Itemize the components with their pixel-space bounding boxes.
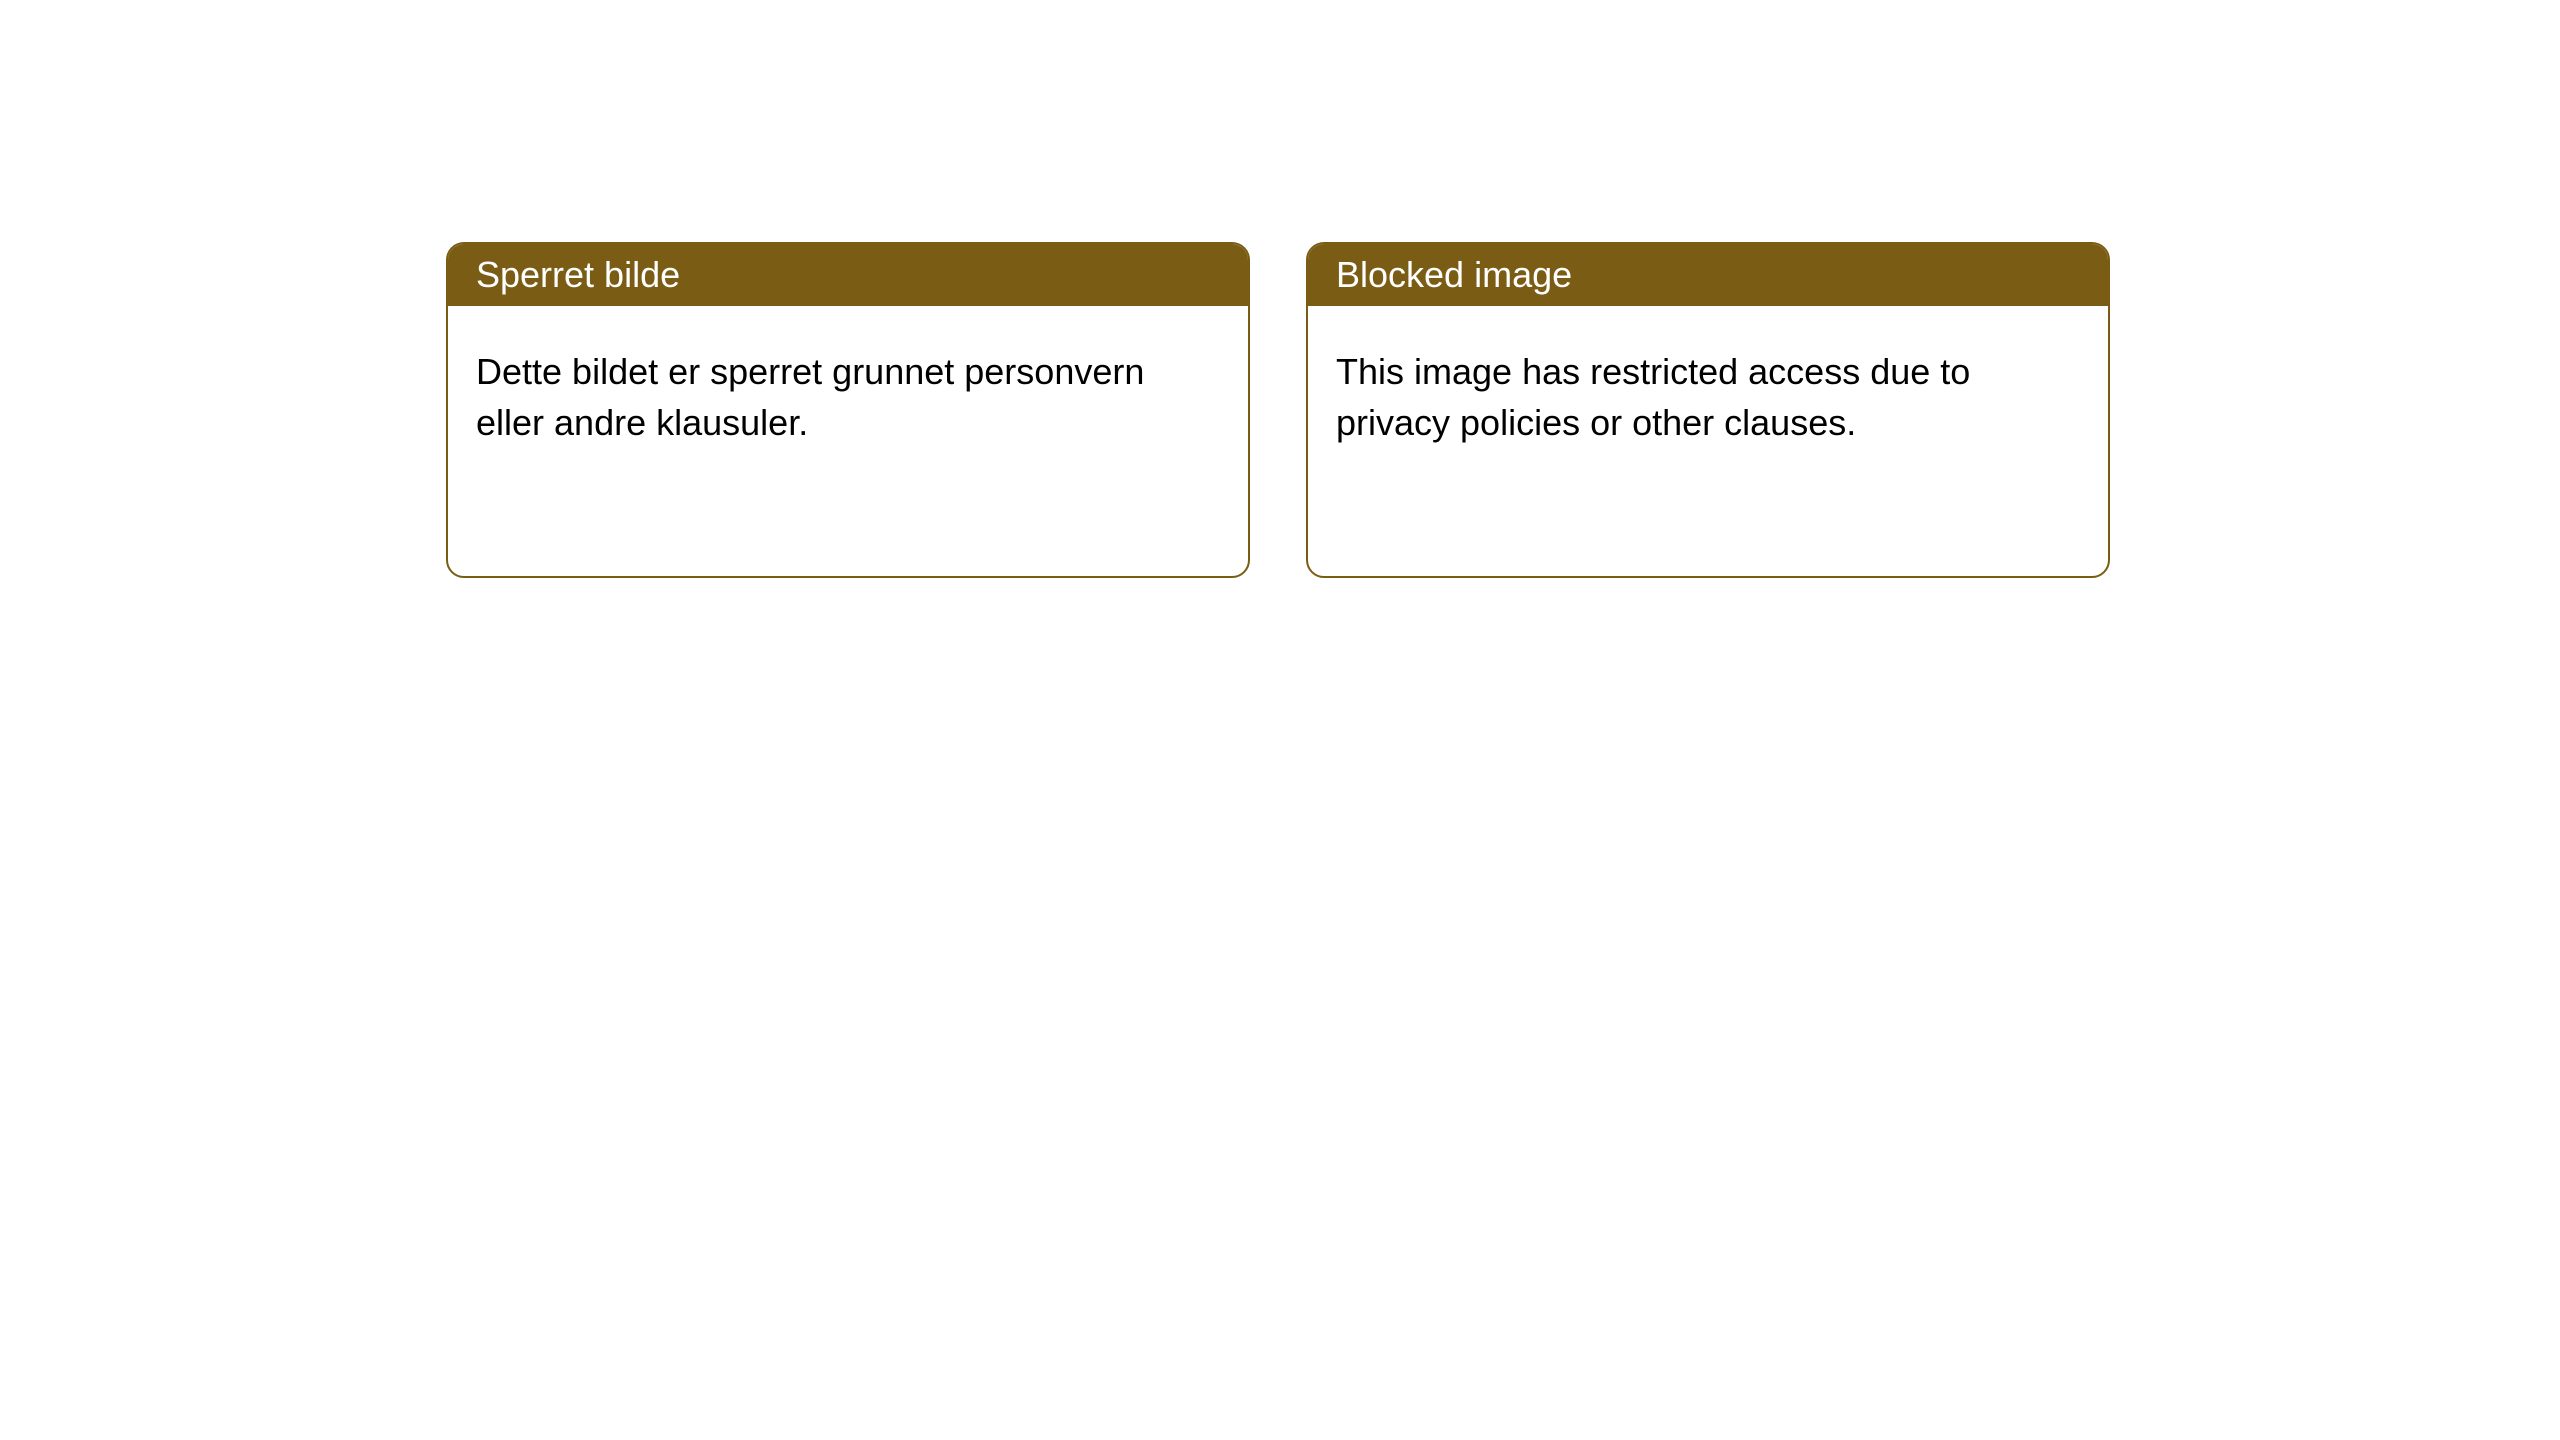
notice-text-english: This image has restricted access due to … [1336, 351, 1970, 443]
notice-body-norwegian: Dette bildet er sperret grunnet personve… [448, 306, 1248, 488]
notice-header-english: Blocked image [1308, 244, 2108, 306]
notice-header-norwegian: Sperret bilde [448, 244, 1248, 306]
notice-title-norwegian: Sperret bilde [476, 254, 680, 296]
notice-box-english: Blocked image This image has restricted … [1306, 242, 2110, 578]
notice-box-norwegian: Sperret bilde Dette bildet er sperret gr… [446, 242, 1250, 578]
notice-body-english: This image has restricted access due to … [1308, 306, 2108, 488]
notice-container: Sperret bilde Dette bildet er sperret gr… [0, 0, 2560, 578]
notice-text-norwegian: Dette bildet er sperret grunnet personve… [476, 351, 1144, 443]
notice-title-english: Blocked image [1336, 254, 1572, 296]
